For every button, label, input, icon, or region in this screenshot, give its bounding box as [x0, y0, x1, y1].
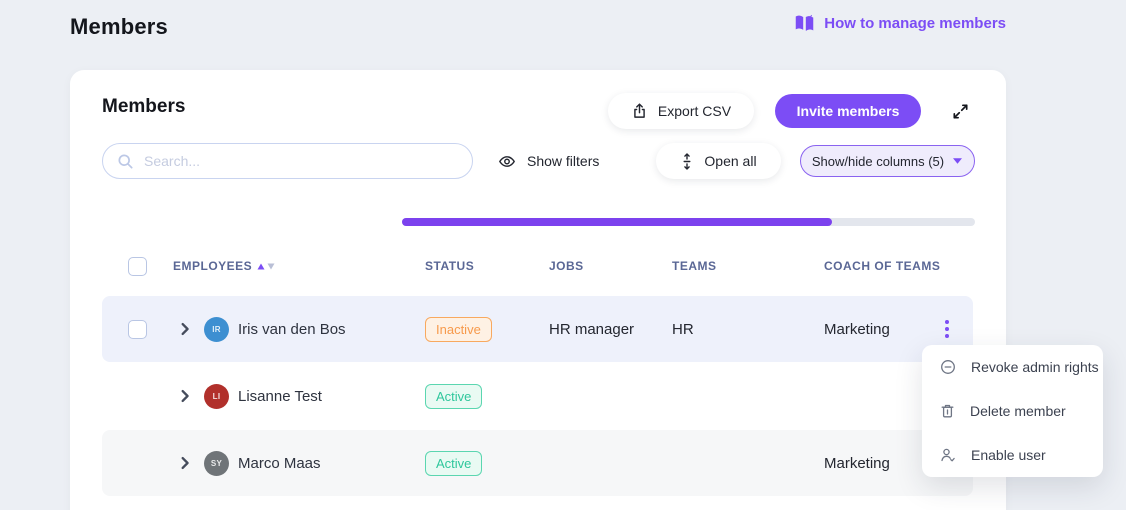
- table-body: IR Iris van den Bos Inactive HR manager …: [102, 296, 973, 496]
- column-header-coach-of-teams[interactable]: COACH OF TEAMS: [824, 259, 940, 273]
- search-input[interactable]: [144, 153, 458, 169]
- help-link[interactable]: How to manage members: [794, 14, 1006, 32]
- show-hide-columns-button[interactable]: Show/hide columns (5): [800, 145, 975, 177]
- row-context-menu: Revoke admin rights Delete member Enable…: [922, 345, 1103, 477]
- minus-circle-icon: [940, 359, 956, 375]
- column-header-status[interactable]: STATUS: [425, 259, 549, 273]
- column-header-jobs[interactable]: JOBS: [549, 259, 672, 273]
- table-row[interactable]: LI Lisanne Test Active: [102, 363, 973, 429]
- select-all-checkbox[interactable]: [128, 256, 147, 276]
- horizontal-scrollbar[interactable]: [402, 218, 975, 226]
- column-header-label: COACH OF TEAMS: [824, 259, 941, 273]
- column-header-label: STATUS: [425, 259, 475, 273]
- chevron-right-icon[interactable]: [178, 389, 196, 403]
- context-menu-item-label: Revoke admin rights: [971, 359, 1099, 375]
- member-name: Marco Maas: [238, 454, 321, 472]
- column-header-employees[interactable]: EMPLOYEES: [152, 259, 425, 273]
- context-menu-item[interactable]: Enable user: [922, 433, 1103, 477]
- show-hide-columns-label: Show/hide columns (5): [811, 153, 945, 169]
- status-badge: Active: [425, 383, 483, 409]
- open-all-button[interactable]: Open all: [656, 143, 781, 179]
- scrollbar-thumb[interactable]: [402, 218, 832, 226]
- expand-rows-icon: [680, 152, 694, 170]
- search-box: [102, 143, 473, 179]
- column-header-teams[interactable]: TEAMS: [672, 259, 824, 273]
- member-name: Iris van den Bos: [238, 320, 346, 338]
- chevron-right-icon[interactable]: [178, 456, 196, 470]
- members-table: EMPLOYEES STATUS JOBS TEAMS COACH OF TEA…: [102, 250, 973, 497]
- expand-icon[interactable]: [948, 99, 972, 123]
- context-menu-item[interactable]: Revoke admin rights: [922, 345, 1103, 389]
- trash-icon: [940, 403, 955, 419]
- coach-of-teams-cell: Marketing: [824, 320, 890, 338]
- jobs-cell: HR manager: [549, 320, 635, 338]
- avatar: SY: [204, 450, 229, 476]
- members-panel: Members Export CSV Invite members: [70, 70, 1006, 510]
- user-check-icon: [940, 447, 956, 463]
- coach-of-teams-cell: Marketing: [824, 454, 890, 472]
- export-csv-label: Export CSV: [657, 103, 732, 119]
- eye-icon: [498, 154, 516, 169]
- export-icon: [631, 102, 648, 120]
- page-title: Members: [70, 14, 168, 39]
- teams-cell: HR: [672, 320, 694, 338]
- column-header-label: TEAMS: [672, 259, 717, 273]
- chevron-right-icon[interactable]: [178, 322, 196, 336]
- context-menu-item-label: Enable user: [971, 447, 1046, 463]
- sort-icons[interactable]: [257, 263, 275, 270]
- status-badge: Active: [425, 450, 483, 476]
- column-header-label: JOBS: [549, 259, 584, 273]
- avatar: LI: [204, 383, 229, 409]
- row-checkbox[interactable]: [128, 319, 147, 339]
- invite-members-label: Invite members: [796, 103, 900, 119]
- search-icon: [117, 153, 134, 170]
- show-filters-button[interactable]: Show filters: [498, 143, 599, 179]
- avatar: IR: [204, 316, 229, 342]
- context-menu-item-label: Delete member: [970, 403, 1066, 419]
- table-header-row: EMPLOYEES STATUS JOBS TEAMS COACH OF TEA…: [102, 250, 973, 282]
- table-row[interactable]: SY Marco Maas Active Marketing: [102, 430, 973, 496]
- member-name: Lisanne Test: [238, 387, 322, 405]
- kebab-menu-button[interactable]: [920, 296, 973, 362]
- chevron-down-icon: [952, 157, 963, 165]
- panel-title: Members: [102, 96, 186, 117]
- column-header-label: EMPLOYEES: [173, 259, 253, 273]
- show-filters-label: Show filters: [527, 153, 600, 169]
- invite-members-button[interactable]: Invite members: [775, 94, 921, 128]
- help-link-label: How to manage members: [824, 14, 1006, 32]
- export-csv-button[interactable]: Export CSV: [608, 93, 754, 129]
- table-row[interactable]: IR Iris van den Bos Inactive HR manager …: [102, 296, 973, 362]
- context-menu-item[interactable]: Delete member: [922, 389, 1103, 433]
- status-badge: Inactive: [425, 316, 492, 342]
- book-icon: [794, 14, 815, 32]
- open-all-label: Open all: [704, 153, 757, 169]
